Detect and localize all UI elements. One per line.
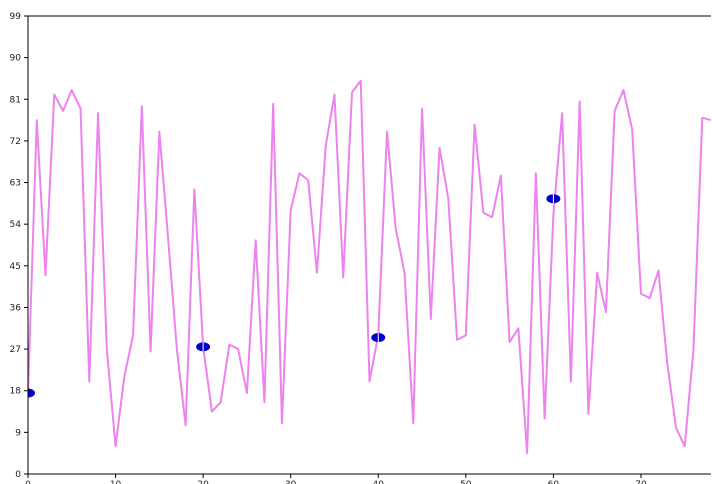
scatter-point (28, 388, 35, 398)
axes (27, 15, 711, 475)
ticks: 0 9 18 27 36 45 54 63 72 81 90 99 0 10 20 30 40 50 60 70 (10, 12, 647, 484)
y-tick-label: 54 (10, 220, 22, 230)
y-tick-label: 36 (10, 303, 22, 313)
y-tick-label: 63 (10, 179, 21, 189)
x-tick-label: 20 (197, 480, 209, 484)
x-tick-label: 30 (285, 480, 297, 484)
x-tick-label: 70 (635, 480, 647, 484)
x-tick-label: 60 (548, 480, 560, 484)
y-tick-label: 99 (10, 12, 22, 22)
x-tick-label: 40 (373, 480, 385, 484)
x-tick-label: 50 (460, 480, 472, 484)
x-tick-label: 0 (25, 480, 31, 484)
y-tick-label: 18 (10, 387, 22, 397)
y-tick-label: 45 (10, 262, 21, 272)
y-tick-label: 90 (10, 54, 22, 64)
x-tick-label: 10 (110, 480, 122, 484)
y-tick-label: 0 (15, 470, 21, 480)
y-tick-label: 72 (10, 137, 21, 147)
series-line (28, 79, 712, 455)
y-tick-label: 9 (15, 428, 21, 438)
series-layer (28, 79, 712, 455)
y-tick-label: 27 (10, 345, 21, 355)
y-tick-label: 81 (10, 95, 21, 105)
